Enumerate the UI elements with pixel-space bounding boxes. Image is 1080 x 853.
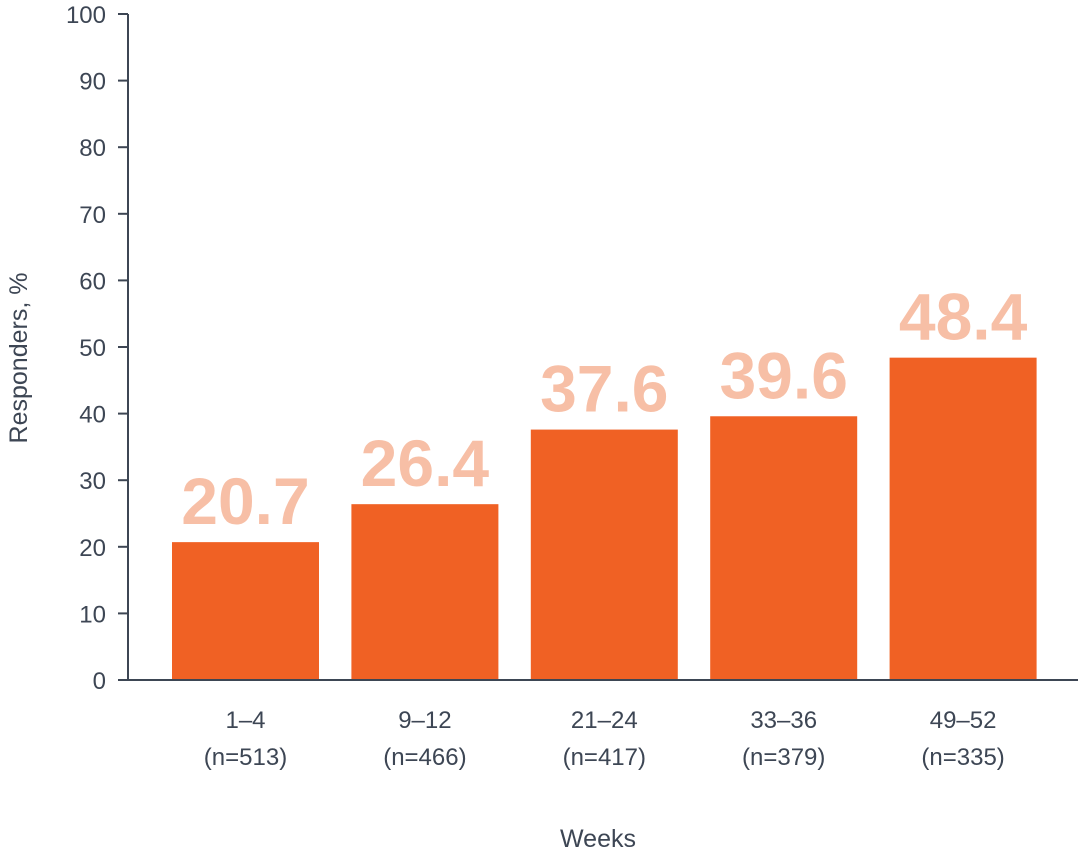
x-category-label: 1–4 xyxy=(225,707,265,734)
x-category-n-label: (n=466) xyxy=(383,744,466,771)
y-axis-title: Responders, % xyxy=(5,273,33,444)
y-tick-label: 30 xyxy=(79,468,106,495)
x-category-label: 49–52 xyxy=(930,707,997,734)
x-category-label: 21–24 xyxy=(571,707,638,734)
y-tick-label: 50 xyxy=(79,335,106,362)
y-tick-label: 60 xyxy=(79,268,106,295)
x-category-n-label: (n=513) xyxy=(204,744,287,771)
bar xyxy=(710,416,858,680)
bar-value-label: 37.6 xyxy=(540,352,668,426)
bar xyxy=(889,357,1037,680)
y-tick-label: 80 xyxy=(79,135,106,162)
x-category-label: 9–12 xyxy=(398,707,451,734)
bars xyxy=(172,357,1037,680)
bar xyxy=(172,542,319,680)
bar-value-label: 39.6 xyxy=(719,338,847,412)
x-category-label: 33–36 xyxy=(750,707,817,734)
x-category-n-label: (n=379) xyxy=(742,744,825,771)
y-tick-label: 100 xyxy=(66,2,106,29)
data-labels: 20.7 26.4 37.6 39.6 48.4 xyxy=(181,280,1027,538)
x-axis: 1–4 (n=513) 9–12 (n=466) 21–24 (n=417) 33–36 (n… xyxy=(128,679,1078,771)
y-tick-label: 20 xyxy=(79,535,106,562)
y-tick-label: 70 xyxy=(79,202,106,229)
x-category-n-label: (n=335) xyxy=(921,744,1004,771)
y-tick-label: 10 xyxy=(79,601,106,628)
y-tick-label: 40 xyxy=(79,402,106,429)
x-axis-title: Weeks xyxy=(560,825,636,853)
y-tick-label: 0 xyxy=(93,668,106,695)
bar xyxy=(351,504,499,680)
bar-value-label: 20.7 xyxy=(181,464,309,538)
y-tick-label: 90 xyxy=(79,69,106,96)
bar-value-label: 48.4 xyxy=(899,280,1028,354)
bar xyxy=(530,429,678,680)
x-category-n-label: (n=417) xyxy=(563,744,646,771)
bar-value-label: 26.4 xyxy=(361,426,490,500)
y-axis: 0 10 20 30 40 50 60 70 80 90 100 xyxy=(66,2,129,695)
